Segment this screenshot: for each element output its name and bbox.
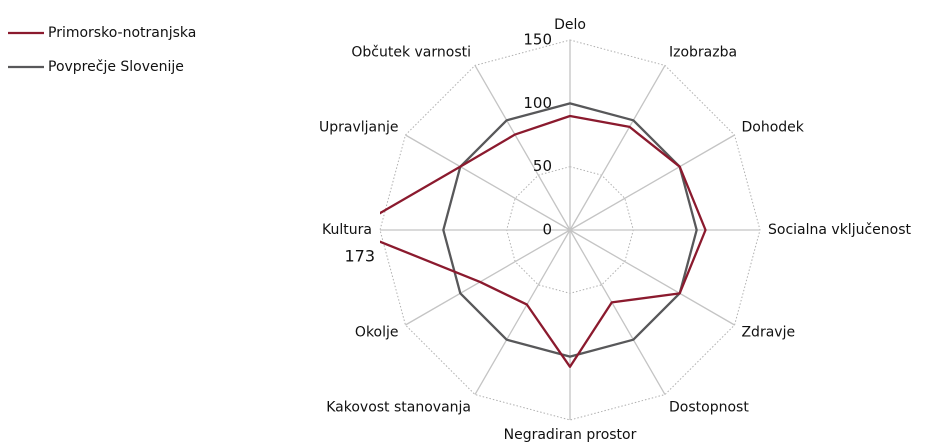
category-label: Socialna vključenost (768, 222, 911, 238)
category-label: Okolje (355, 325, 399, 341)
category-label: Zdravje (741, 325, 795, 341)
category-label: Delo (554, 17, 586, 33)
label-bg (320, 221, 374, 239)
data-label: 173 (344, 247, 375, 266)
category-label: Kakovost stanovanja (326, 400, 471, 416)
legend-label: Povprečje Slovenije (48, 59, 184, 75)
axis-spoke (569, 229, 735, 326)
axis-spoke (405, 134, 571, 231)
axis-spoke (474, 229, 571, 395)
category-label: Izobrazba (669, 44, 737, 60)
series (380, 102, 707, 368)
category-label: Občutek varnosti (351, 44, 471, 60)
axis-spoke (569, 229, 666, 395)
axis-spoke (569, 134, 735, 231)
y-tick-label: 150 (523, 31, 552, 49)
category-label: Dostopnost (669, 400, 749, 416)
series-line (380, 114, 707, 368)
y-tick-label: 100 (523, 94, 552, 112)
grid (379, 39, 761, 421)
legend-label: Primorsko-notranjska (48, 25, 196, 41)
axis-spoke (569, 65, 666, 231)
axis-spoke (474, 65, 571, 231)
category-label: Negradiran prostor (504, 427, 637, 443)
y-tick-label: 0 (542, 221, 552, 239)
category-label: Upravljanje (319, 120, 399, 136)
category-label: Dohodek (741, 120, 804, 136)
y-tick-label: 50 (533, 157, 552, 175)
axis-spoke (405, 229, 571, 326)
category-label: Kultura (322, 222, 372, 238)
